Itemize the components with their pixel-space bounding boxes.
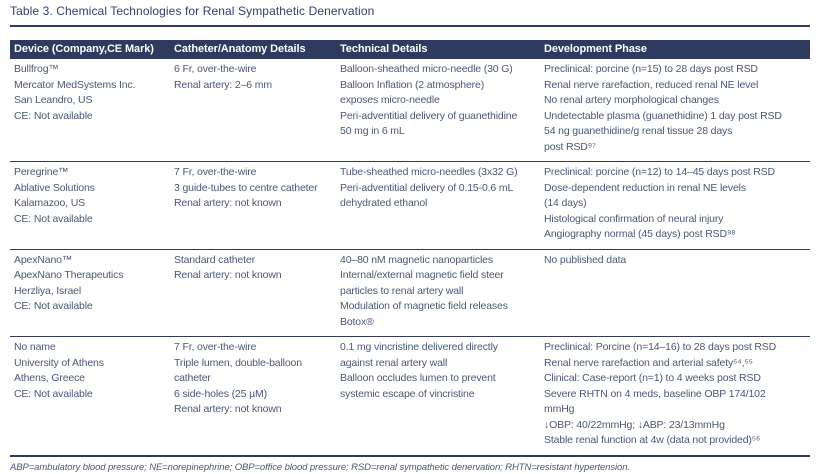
cell-line: Triple lumen, double-balloon [174,356,302,369]
cell-line: University of Athens [14,356,104,369]
development-cell: No published data [540,248,810,337]
cell-line: Renal artery: not known [174,197,282,209]
cell-line: Peri-adventitial delivery of guanethidin… [340,109,518,122]
cell-line: Standard catheter [174,253,255,266]
cell-line: Athens, Greece [14,372,85,384]
cell-line: Undetectable plasma (guanethidine) 1 day… [544,109,782,122]
cell-line: 7 Fr, over-the-wire [174,341,257,353]
device-cell: Bullfrog™ Mercator MedSystems Inc. San Lea… [10,59,170,162]
cell-line: CE: Not available [14,212,93,225]
cell-line: Balloon Inflation (2 atmosphere) [340,78,485,91]
cell-line: Renal nerve rarefaction, reduced renal N… [544,78,759,91]
cell-line: Dose-dependent reduction in renal NE lev… [544,181,746,194]
column-header-device: Device (Company,CE Mark) [10,40,170,59]
cell-line: CE: Not available [14,387,93,400]
device-cell: Peregrine™ Ablative Solutions Kalamazoo, U… [10,161,170,249]
cell-line: Renal artery: not known [174,269,282,281]
cell-line: ↓OBP: 40/22mmHg; ↓ABP: 23/13mmHg [544,418,725,431]
cell-line: Renal nerve rarefaction and arterial saf… [544,356,753,369]
cell-line: Balloon occludes lumen to prevent [340,372,496,384]
cell-line: Peri-adventitial delivery of 0.15-0.6 mL [340,181,514,194]
cell-line: particles to renal artery wall [340,284,464,297]
column-header-technical: Technical Details [336,40,540,59]
header-row: Device (Company,CE Mark) Catheter/Anatom… [10,40,810,59]
cell-line: 0.1 mg vincristine delivered directly [340,341,498,353]
table-footnote: ABP=ambulatory blood pressure; NE=norepi… [10,461,630,473]
cell-line: Angiography normal (45 days) post RSD⁹⁸ [544,228,736,240]
device-cell: No name University of Athens Athens, Greec… [10,336,170,456]
catheter-cell: 7 Fr, over-the-wire 3 guide-tubes to cent… [170,161,336,249]
development-cell: Preclinical: porcine (n=12) to 14–45 day… [540,161,810,249]
table-row: Bullfrog™ Mercator MedSystems Inc. San Lea… [10,59,810,162]
chemical-technologies-table: Device (Company,CE Mark) Catheter/Anatom… [10,40,810,457]
cell-line: Preclinical: porcine (n=15) to 28 days p… [544,63,758,75]
cell-line: No renal artery morphological changes [544,94,719,106]
cell-line: San Leandro, US [14,94,93,106]
column-header-development: Development Phase [540,40,810,59]
cell-line: against renal artery wall [340,356,448,369]
cell-line: 40–80 nM magnetic nanoparticles [340,253,493,266]
catheter-cell: Standard catheter Renal artery: not known [170,248,336,337]
cell-line: 3 guide-tubes to centre catheter [174,181,318,194]
cell-line: Stable renal function at 4w (data not pr… [544,434,761,446]
cell-line: exposes micro-needle [340,94,440,106]
catheter-cell: 7 Fr, over-the-wire Triple lumen, double-… [170,336,336,456]
cell-line: Severe RHTN on 4 meds, baseline OBP 174/… [544,387,766,400]
column-header-catheter: Catheter/Anatomy Details [170,40,336,59]
cell-line: (14 days) [544,197,587,209]
device-cell: ApexNano™ ApexNano Therapeutics Herzliya, … [10,248,170,337]
cell-line: Mercator MedSystems Inc. [14,78,136,91]
development-cell: Preclinical: porcine (n=15) to 28 days p… [540,59,810,162]
cell-line: CE: Not available [14,109,93,122]
title-rule [10,25,810,27]
technical-cell: 0.1 mg vincristine delivered directly aga… [336,336,540,456]
cell-line: Renal artery: 2–6 mm [174,78,272,91]
cell-line: Modulation of magnetic field releases [340,300,508,312]
technical-cell: Balloon-sheathed micro-needle (30 G) Ball… [336,59,540,162]
cell-line: 54 ng guanethidine/g renal tissue 28 day… [544,125,733,137]
cell-line: Balloon-sheathed micro-needle (30 G) [340,63,513,75]
technical-cell: 40–80 nM magnetic nanoparticles Internal/… [336,248,540,337]
cell-line: Internal/external magnetic field steer [340,269,504,281]
cell-line: catheter [174,372,211,384]
cell-line: ApexNano Therapeutics [14,269,124,281]
cell-line: Clinical: Case-report (n=1) to 4 weeks p… [544,372,761,384]
cell-line: Preclinical: porcine (n=12) to 14–45 day… [544,166,775,178]
table-row: No name University of Athens Athens, Greec… [10,336,810,456]
catheter-cell: 6 Fr, over-the-wire Renal artery: 2–6 mm [170,59,336,162]
cell-line: Bullfrog™ [14,63,59,75]
cell-line: No name [14,341,56,353]
cell-line: 6 side-holes (25 µM) [174,387,267,400]
cell-line: Peregrine™ [14,166,69,178]
technical-cell: Tube-sheathed micro-needles (3x32 G) Peri… [336,161,540,249]
cell-line: Botox® [340,315,374,328]
cell-line: No published data [544,253,627,266]
development-cell: Preclinical: Porcine (n=14–16) to 28 day… [540,336,810,456]
cell-line: Preclinical: Porcine (n=14–16) to 28 day… [544,341,777,353]
cell-line: Renal artery: not known [174,403,282,415]
cell-line: 7 Fr, over-the-wire [174,166,257,178]
cell-line: Tube-sheathed micro-needles (3x32 G) [340,166,518,178]
cell-line: CE: Not available [14,300,93,312]
cell-line: post RSD⁹⁷ [544,140,596,153]
cell-line: Histological confirmation of neural inju… [544,212,724,225]
cell-line: mmHg [544,403,575,415]
cell-line: 6 Fr, over-the-wire [174,63,257,75]
cell-line: systemic escape of vincristine [340,387,475,400]
cell-line: ApexNano™ [14,253,73,266]
table-row: ApexNano™ ApexNano Therapeutics Herzliya, … [10,248,810,337]
cell-line: dehydrated ethanol [340,197,428,209]
table-row: Peregrine™ Ablative Solutions Kalamazoo, U… [10,161,810,249]
table-title: Table 3. Chemical Technologies for Renal… [10,4,375,18]
cell-line: Kalamazoo, US [14,197,86,209]
cell-line: Herzliya, Israel [14,284,82,297]
cell-line: Ablative Solutions [14,181,95,194]
cell-line: 50 mg in 6 mL [340,125,405,137]
